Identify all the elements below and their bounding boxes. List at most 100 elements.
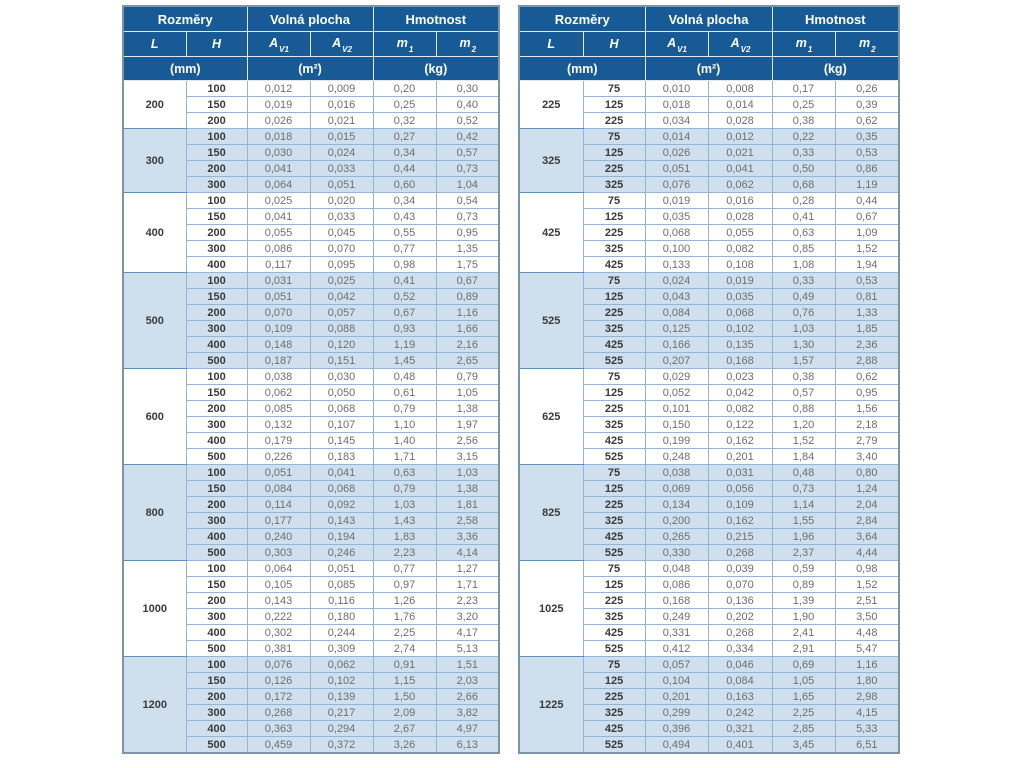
av1-value-cell: 0,248 [644,448,709,465]
m2-value-cell: 2,65 [435,352,500,369]
h-value-cell: 225 [582,160,646,177]
table-header: Rozměry Volná plocha Hmotnost L H AV1 AV2 m1 m2(… [518,5,900,81]
av1-value-cell: 0,179 [246,432,311,449]
av1-value-cell: 0,166 [644,336,709,353]
av1-value-cell: 0,076 [644,176,709,193]
header-dimensions: Rozměry [122,5,248,32]
h-value-cell: 300 [185,176,248,193]
table-row: 200 0,114 0,092 1,03 1,81 [123,496,500,513]
h-value-cell: 325 [582,704,646,721]
l-value-cell: 825 [518,464,584,561]
col-m1: m1 [771,31,836,57]
table-row: 425 0,133 0,108 1,08 1,94 [519,256,900,273]
av1-value-cell: 0,051 [246,464,311,481]
table-row: 400 0,302 0,244 2,25 4,17 [123,624,500,641]
av2-value-cell: 0,042 [309,288,374,305]
h-value-cell: 75 [582,464,646,481]
header-weight: Hmotnost [372,5,500,32]
m1-value-cell: 1,20 [771,416,836,433]
m2-value-cell: 0,26 [834,80,900,97]
av2-value-cell: 0,244 [309,624,374,641]
h-value-cell: 325 [582,240,646,257]
table-row: 200 0,070 0,057 0,67 1,16 [123,304,500,321]
m2-value-cell: 5,33 [834,720,900,737]
table-row: 1025 75 0,048 0,039 0,59 0,98 [518,560,900,657]
unit-m2: (m²) [246,56,374,81]
h-value-cell: 200 [185,688,248,705]
av2-value-cell: 0,102 [309,672,374,689]
table-row: 525 75 0,024 0,019 0,33 0,53 [518,272,900,369]
m2-value-cell: 0,89 [435,288,500,305]
m1-value-cell: 0,43 [372,208,437,225]
m1-value-cell: 1,96 [771,528,836,545]
av2-value-cell: 0,109 [707,496,773,513]
col-Av2: AV2 [707,31,773,57]
table-row: 300 100 0,018 0,015 0,27 0,42 [122,128,500,193]
h-value-cell: 525 [582,352,646,369]
av2-value-cell: 0,028 [707,112,773,129]
av1-value-cell: 0,086 [644,576,709,593]
h-value-cell: 100 [185,560,248,577]
m1-value-cell: 0,38 [771,368,836,385]
m1-value-cell: 2,41 [771,624,836,641]
h-value-cell: 75 [582,192,646,209]
h-value-cell: 125 [582,672,646,689]
m2-value-cell: 2,36 [834,336,900,353]
m1-value-cell: 0,77 [372,240,437,257]
av1-value-cell: 0,018 [644,96,709,113]
av1-value-cell: 0,041 [246,208,311,225]
h-value-cell: 150 [185,208,248,225]
m2-value-cell: 1,35 [435,240,500,257]
av1-value-cell: 0,494 [644,736,709,754]
h-value-cell: 325 [582,176,646,193]
h-value-cell: 225 [582,688,646,705]
av2-value-cell: 0,056 [707,480,773,497]
av1-value-cell: 0,012 [246,80,311,97]
av2-value-cell: 0,139 [309,688,374,705]
unit-kg: (kg) [372,56,500,81]
l-value-cell: 600 [122,368,187,465]
av1-value-cell: 0,024 [644,272,709,289]
m2-value-cell: 2,84 [834,512,900,529]
av1-value-cell: 0,222 [246,608,311,625]
l-value-cell: 525 [518,272,584,369]
m1-value-cell: 2,23 [372,544,437,561]
m1-value-cell: 3,45 [771,736,836,754]
av2-value-cell: 0,024 [309,144,374,161]
av1-value-cell: 0,381 [246,640,311,657]
av2-value-cell: 0,120 [309,336,374,353]
m1-value-cell: 0,67 [372,304,437,321]
m1-value-cell: 1,15 [372,672,437,689]
m2-value-cell: 1,71 [435,576,500,593]
h-value-cell: 225 [582,496,646,513]
m2-value-cell: 0,30 [435,80,500,97]
m1-value-cell: 0,50 [771,160,836,177]
m2-value-cell: 2,51 [834,592,900,609]
av2-value-cell: 0,085 [309,576,374,593]
m1-value-cell: 1,50 [372,688,437,705]
av2-value-cell: 0,246 [309,544,374,561]
column-symbol: L [150,37,159,51]
av2-value-cell: 0,135 [707,336,773,353]
col-Av1: AV1 [644,31,709,57]
av1-value-cell: 0,104 [644,672,709,689]
m1-value-cell: 0,25 [771,96,836,113]
m1-value-cell: 0,33 [771,272,836,289]
av1-value-cell: 0,057 [644,656,709,673]
l-value-cell: 625 [518,368,584,465]
av2-value-cell: 0,162 [707,432,773,449]
m2-value-cell: 2,66 [435,688,500,705]
m1-value-cell: 0,22 [771,128,836,145]
m2-value-cell: 2,16 [435,336,500,353]
av1-value-cell: 0,150 [644,416,709,433]
av2-value-cell: 0,108 [707,256,773,273]
h-value-cell: 225 [582,592,646,609]
av1-value-cell: 0,010 [644,80,709,97]
h-value-cell: 200 [185,112,248,129]
av1-value-cell: 0,172 [246,688,311,705]
table-row: 800 100 0,051 0,041 0,63 1,03 [122,464,500,561]
header-free-area: Volná plocha [246,5,374,32]
h-value-cell: 150 [185,576,248,593]
h-value-cell: 75 [582,128,646,145]
m1-value-cell: 0,38 [771,112,836,129]
